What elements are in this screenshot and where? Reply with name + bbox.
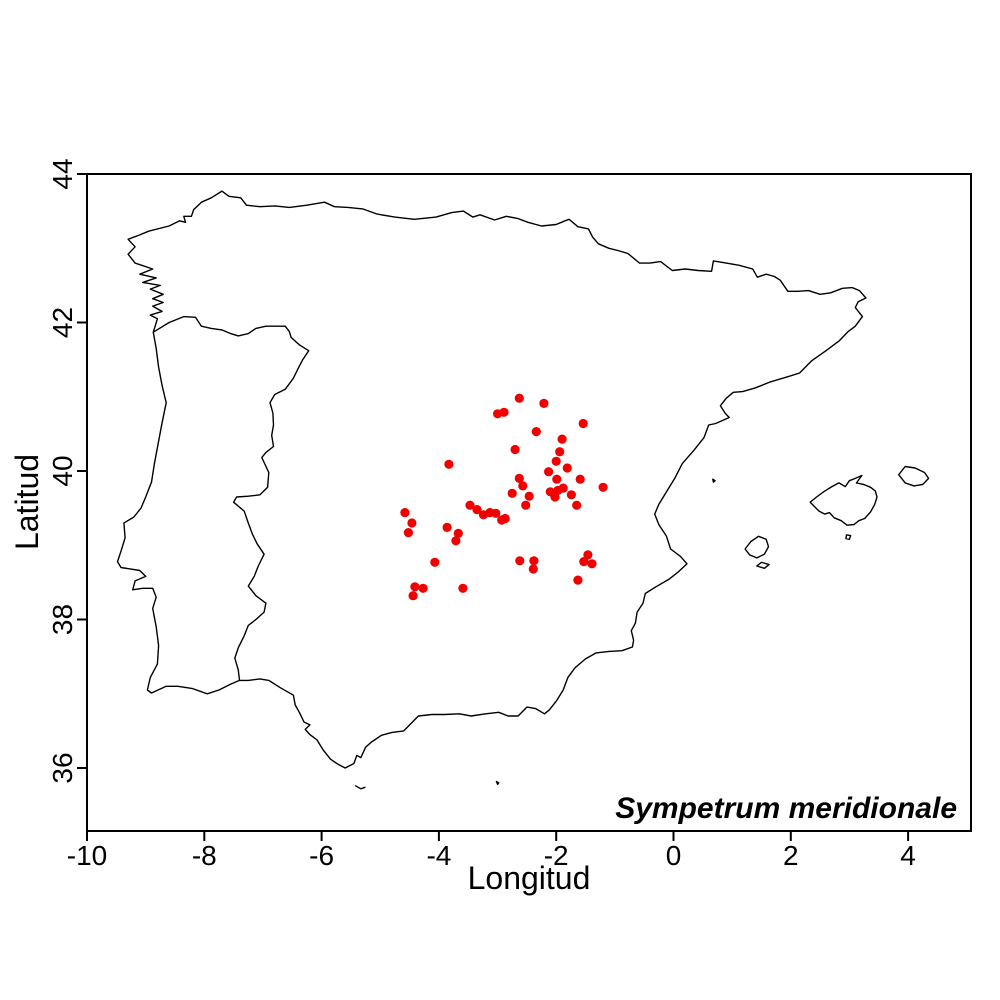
y-tick-label: 40 (47, 455, 78, 486)
y-tick-label: 36 (47, 752, 78, 783)
occurrence-point (566, 490, 577, 500)
occurrence-point (510, 444, 520, 455)
x-tick-label: 2 (783, 840, 799, 871)
x-tick-label: -10 (67, 840, 107, 871)
iberia-coastline (116, 190, 867, 769)
occurrence-point (562, 463, 572, 473)
occurrence-point (550, 492, 560, 502)
columbretes-island-outline (712, 478, 716, 483)
occurrence-point (528, 564, 538, 574)
cabrera-island-outline (845, 534, 852, 540)
x-tick-label: -8 (192, 840, 217, 871)
occurrence-point (531, 427, 541, 437)
occurrence-point (507, 488, 517, 498)
occurrence-point (430, 557, 440, 567)
occurrence-point (400, 507, 410, 518)
occurrence-point (598, 482, 608, 492)
occurrence-point (407, 518, 417, 528)
species-annotation: Sympetrum meridionale (615, 792, 957, 825)
occurrence-point (552, 474, 562, 484)
occurrence-point (410, 582, 420, 592)
occurrence-point (572, 500, 582, 510)
occurrence-point (465, 500, 475, 510)
occurrence-point (408, 591, 418, 601)
x-tick-label: -2 (544, 840, 569, 871)
occurrence-point (557, 434, 567, 444)
formentera-island-outline (756, 561, 770, 569)
occurrence-point (587, 559, 597, 569)
occurrence-point (491, 508, 501, 518)
menorca-island-outline (898, 465, 930, 487)
occurrence-point (403, 528, 413, 538)
africa-coast-fragment (354, 785, 366, 790)
plot-border (86, 173, 972, 832)
x-axis-title: Longitud (468, 860, 591, 896)
occurrence-points-layer (400, 393, 608, 601)
occurrence-point (579, 557, 589, 567)
ibiza-island-outline (744, 535, 770, 559)
occurrence-point (558, 483, 568, 493)
y-tick-label: 44 (47, 158, 78, 189)
mallorca-island-outline (809, 474, 878, 526)
y-axis-title: Latitud (9, 454, 45, 550)
occurrence-point (573, 575, 583, 585)
occurrence-point (515, 556, 525, 566)
occurrence-point (442, 522, 452, 533)
occurrence-point (529, 556, 539, 566)
x-axis: -10 -8 -6 -4 -2 0 2 4 (67, 831, 916, 871)
x-tick-label: -4 (426, 840, 451, 871)
occurrence-point (555, 447, 565, 457)
x-tick-label: -6 (309, 840, 334, 871)
map-layer (116, 190, 930, 790)
occurrence-point (524, 491, 534, 501)
occurrence-point (575, 474, 585, 484)
occurrence-point (583, 550, 593, 560)
occurrence-point (500, 513, 510, 524)
occurrence-point (578, 418, 588, 429)
y-axis: 36 38 40 42 44 (47, 158, 87, 784)
occurrence-point (453, 528, 463, 539)
y-tick-label: 38 (47, 604, 78, 635)
occurrence-point (539, 398, 549, 408)
occurrence-point (518, 481, 528, 491)
x-tick-label: 4 (900, 840, 916, 871)
portugal-spain-border (152, 315, 310, 682)
alboran-islet (495, 780, 500, 785)
occurrence-point (514, 473, 524, 483)
occurrence-point (521, 500, 531, 510)
occurrence-point (472, 505, 482, 515)
x-tick-label: 0 (666, 840, 682, 871)
occurrence-point (418, 583, 428, 593)
y-tick-label: 42 (47, 307, 78, 338)
occurrence-point (499, 407, 509, 417)
occurrence-point (544, 467, 554, 477)
occurrence-point (444, 459, 454, 469)
occurrence-point (458, 583, 468, 593)
occurrence-point (451, 536, 461, 546)
occurrence-point (551, 456, 561, 466)
occurrence-point (514, 393, 524, 403)
